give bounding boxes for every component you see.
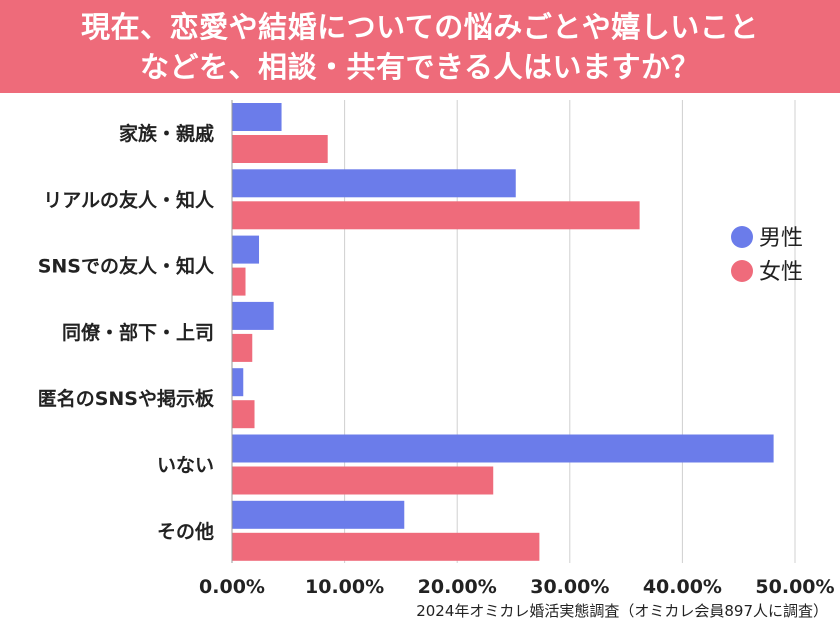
category-label: 匿名のSNSや掲示板	[38, 387, 215, 410]
bar-chart: 0.00% 10.00% 20.00% 30.00% 40.00% 50.00% 家族・親戚…	[38, 100, 835, 598]
legend-label-male: 男性	[759, 226, 803, 251]
bar-male	[232, 500, 405, 529]
category-label: いない	[157, 455, 214, 477]
category-label: 同僚・部下・上司	[62, 321, 214, 344]
source-note: 2024年オミカレ婚活実態調査（オミカレ会員897人に調査）	[416, 602, 828, 620]
bar-male	[232, 368, 244, 397]
bar-female	[232, 466, 494, 495]
bar-male	[232, 103, 282, 131]
legend-marker-male	[731, 226, 753, 248]
category-label: SNSでの友人・知人	[38, 255, 215, 278]
x-tick-label: 20.00%	[418, 576, 497, 598]
chart-title-line-1: 現在、恋愛や結婚についての悩みごとや嬉しいこと	[81, 9, 759, 44]
x-tick-label: 50.00%	[755, 576, 834, 598]
category-label: その他	[157, 520, 214, 543]
bar-male	[232, 235, 260, 264]
bar-female	[232, 400, 255, 429]
bar-female	[232, 333, 253, 362]
bar-female	[232, 267, 246, 296]
bar-male	[232, 434, 774, 463]
category-label: リアルの友人・知人	[43, 188, 215, 211]
bar-female	[232, 532, 540, 561]
bar-female	[232, 201, 640, 230]
category-label: 家族・親戚	[119, 122, 214, 145]
x-tick-label: 30.00%	[530, 576, 609, 598]
legend-marker-female	[731, 260, 753, 282]
bar-male	[232, 169, 516, 198]
legend-label-female: 女性	[759, 260, 803, 285]
title-banner: 現在、恋愛や結婚についての悩みごとや嬉しいこと などを、相談・共有できる人はいま…	[0, 0, 840, 93]
bar-female	[232, 135, 328, 163]
bar-male	[232, 301, 274, 330]
chart-title-line-2: などを、相談・共有できる人はいますか？	[140, 49, 700, 84]
x-tick-label: 0.00%	[199, 576, 265, 598]
x-tick-label: 10.00%	[305, 576, 384, 598]
x-tick-label: 40.00%	[643, 576, 722, 598]
